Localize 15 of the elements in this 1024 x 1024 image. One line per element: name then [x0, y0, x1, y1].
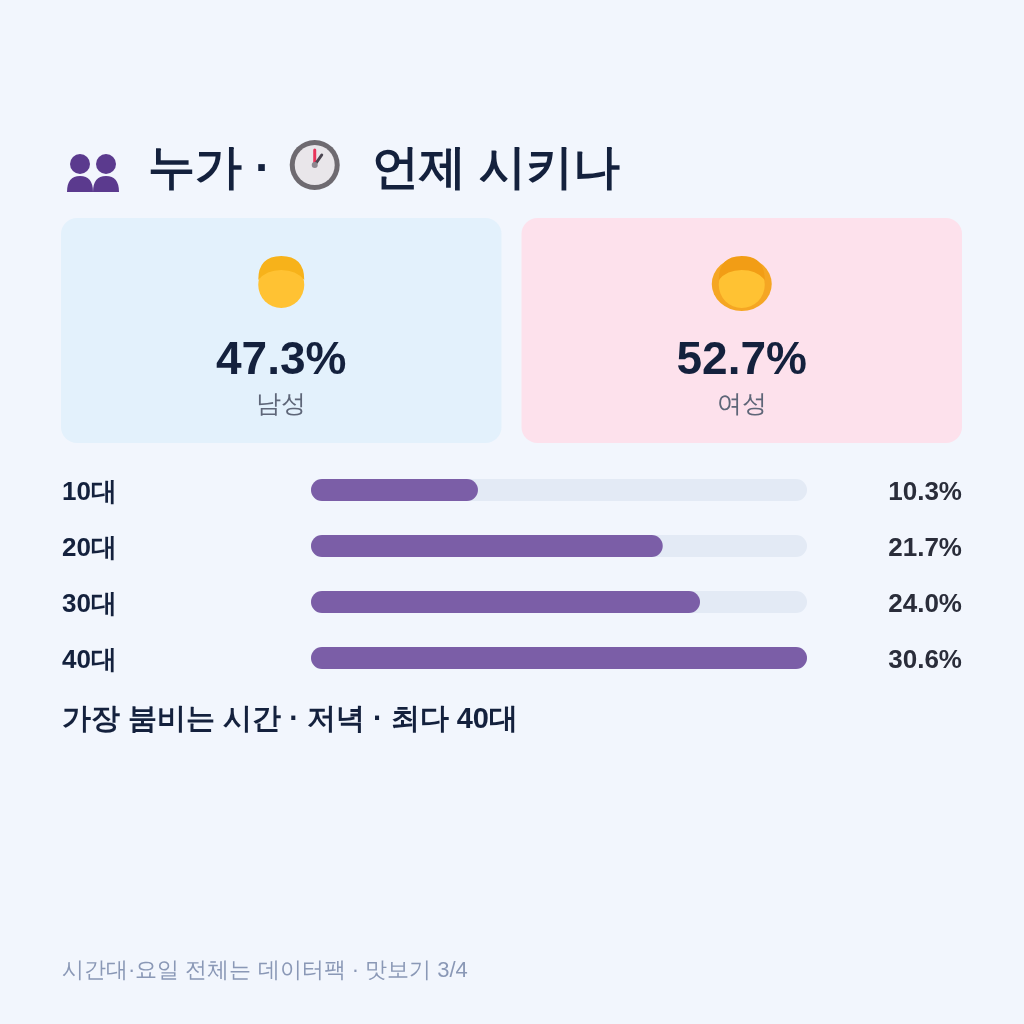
text: 47.3%	[216, 332, 347, 384]
data-label: 30.6%	[888, 644, 962, 674]
text: 52.7%	[676, 332, 807, 384]
text: 가장 붐비는 시간 · 저녁 · 최다 40대	[62, 702, 518, 734]
data-label: 24.0%	[888, 588, 962, 618]
data-label: 10.3%	[888, 476, 962, 506]
text: 시간대·요일 전체는 데이터팩 · 맛보기 3/4	[62, 957, 468, 982]
chart-title: 누가 · 언제 시키나	[148, 140, 620, 193]
data-label: 21.7%	[888, 532, 962, 562]
y-tick-label: 40대	[62, 644, 117, 674]
category-label: 여성	[716, 389, 767, 417]
y-tick-label: 20대	[62, 532, 117, 562]
y-tick-label: 10대	[62, 476, 117, 506]
category-label: 남성	[256, 389, 307, 417]
y-tick-label: 30대	[62, 588, 117, 618]
